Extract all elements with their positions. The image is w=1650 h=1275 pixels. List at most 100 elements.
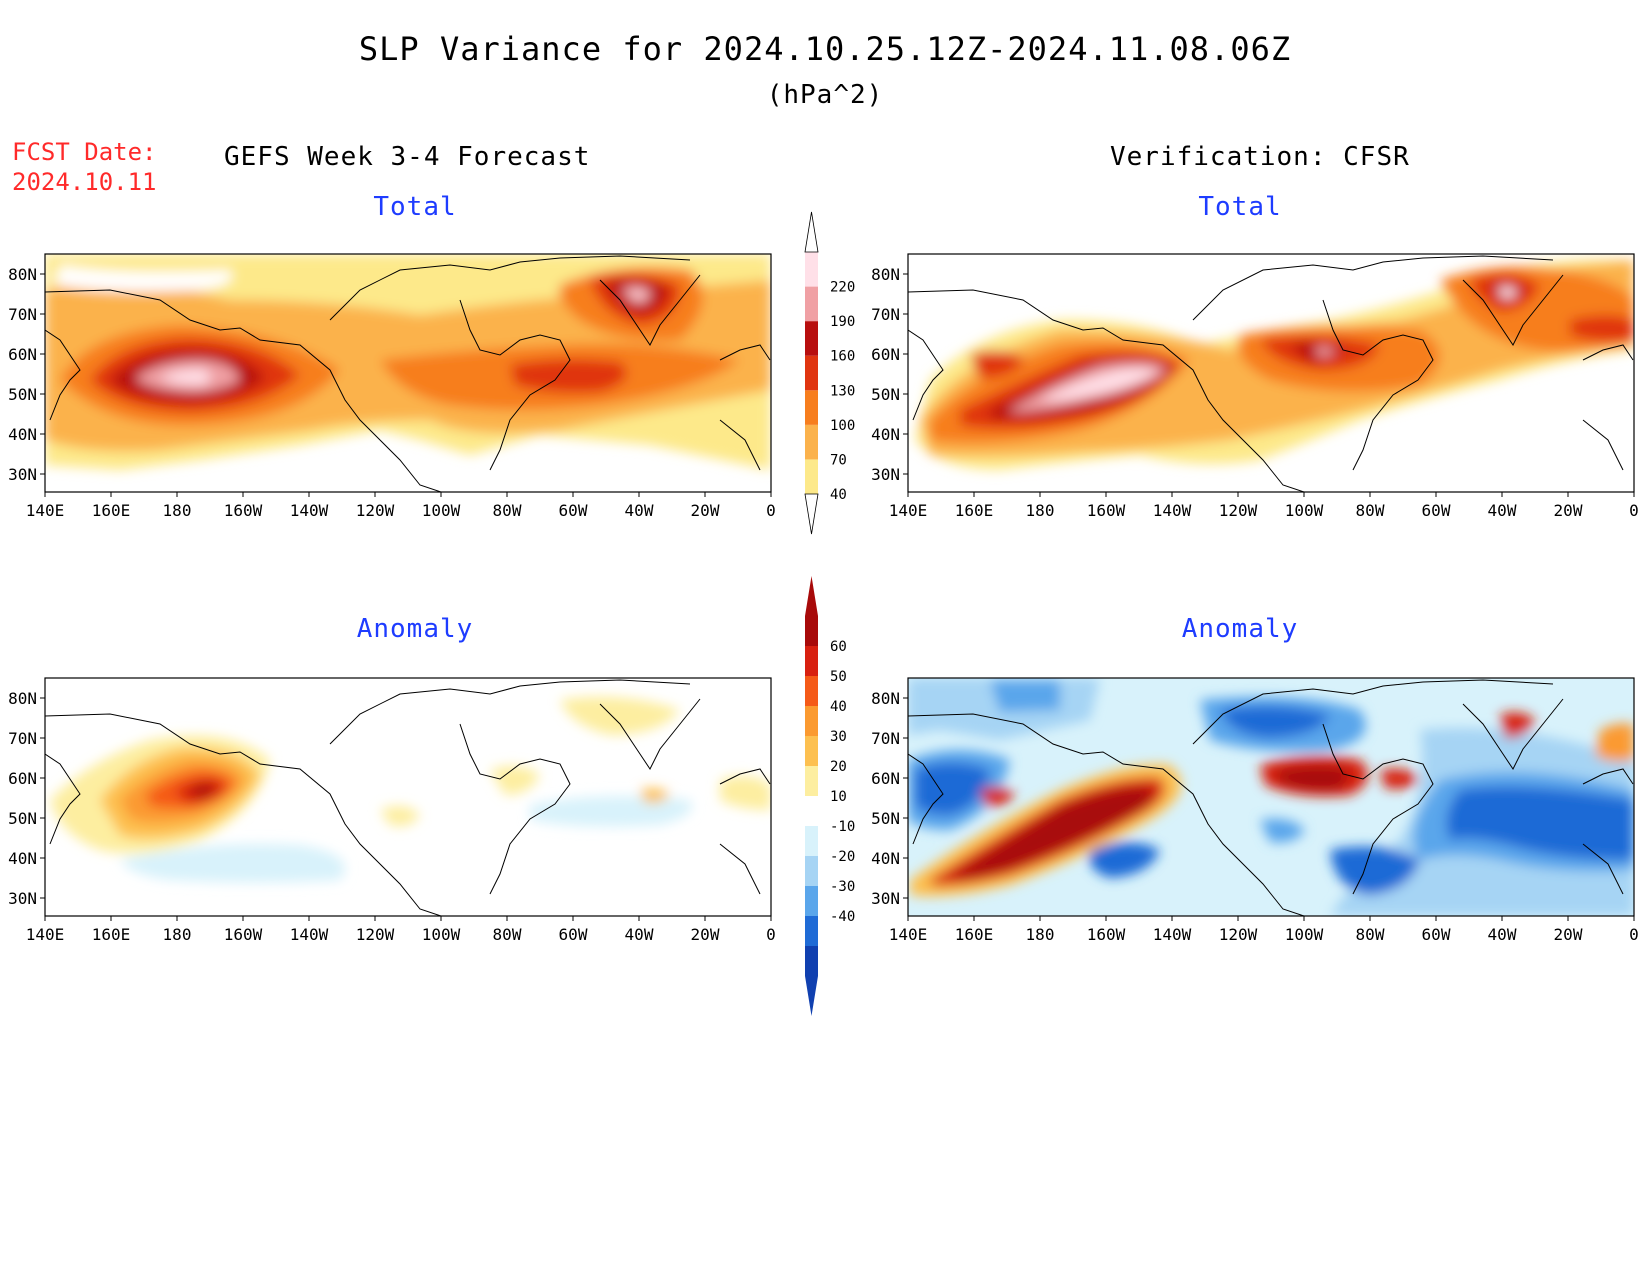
lat-tick-label: 80N [871, 265, 900, 284]
lon-tick-label: 120W [356, 501, 395, 520]
lon-tick-label: 140E [889, 501, 928, 520]
lon-tick-label: 20W [1554, 925, 1583, 944]
lon-tick-label: 60W [559, 925, 588, 944]
lon-tick-label: 80W [1356, 925, 1385, 944]
lon-tick-label: 180 [1026, 501, 1055, 520]
colorbar-label: 20 [830, 759, 847, 775]
colorbar-segment [805, 252, 818, 287]
lon-tick-label: 160E [92, 925, 131, 944]
lon-tick-label: 180 [163, 925, 192, 944]
lon-tick-label: 80W [1356, 501, 1385, 520]
lon-tick-label: 80W [493, 501, 522, 520]
colorbar-segment [805, 676, 818, 706]
lat-tick-label: 50N [8, 385, 37, 404]
colorbar-label: 60 [830, 639, 847, 655]
lon-tick-label: 160W [224, 925, 263, 944]
colorbar-segment [805, 424, 818, 460]
fcst-date-value: 2024.10.11 [12, 168, 157, 196]
lon-tick-label: 140W [290, 925, 329, 944]
colorbar-segment [805, 646, 818, 676]
colorbar-segment [805, 355, 818, 391]
colorbar-label: 100 [830, 418, 855, 434]
lon-tick-label: 160E [92, 501, 131, 520]
colorbar-segment [805, 459, 818, 494]
lat-tick-label: 30N [871, 889, 900, 908]
colorbar-label: 30 [830, 729, 847, 745]
lon-tick-label: 140E [26, 501, 65, 520]
colorbar-label: 40 [830, 487, 847, 503]
colorbar-segment [805, 826, 818, 856]
colorbar-segment [805, 321, 818, 356]
lon-tick-label: 160W [1087, 925, 1126, 944]
colorbar-label: 130 [830, 383, 855, 399]
lon-tick-label: 140W [1153, 925, 1192, 944]
forecast-total-map [44, 253, 772, 493]
verification-anomaly-title: Anomaly [1181, 614, 1299, 644]
lat-tick-label: 70N [871, 729, 900, 748]
lon-tick-label: 160E [955, 501, 994, 520]
colorbar-segment [805, 916, 818, 946]
lon-tick-label: 40W [625, 925, 654, 944]
colorbar-segment [805, 886, 818, 916]
lon-tick-label: 160E [955, 925, 994, 944]
lon-tick-label: 100W [422, 501, 461, 520]
lat-tick-label: 40N [871, 849, 900, 868]
forecast-title: GEFS Week 3-4 Forecast [224, 142, 591, 172]
lon-tick-label: 180 [163, 501, 192, 520]
forecast-total-title: Total [373, 192, 457, 222]
colorbar-label: -10 [830, 819, 855, 835]
lat-tick-label: 50N [871, 385, 900, 404]
colorbar-label: 70 [830, 452, 847, 468]
verification-title: Verification: CFSR [1110, 142, 1410, 172]
lon-tick-label: 140E [26, 925, 65, 944]
lat-tick-label: 70N [8, 305, 37, 324]
colorbar-segment [805, 616, 818, 646]
lat-tick-label: 60N [871, 345, 900, 364]
lat-tick-label: 80N [8, 265, 37, 284]
lat-tick-label: 80N [8, 689, 37, 708]
lon-tick-label: 100W [422, 925, 461, 944]
colorbar-segment [805, 390, 818, 425]
forecast-anomaly-title: Anomaly [356, 614, 474, 644]
lon-tick-label: 0 [1629, 925, 1639, 944]
colorbar-segment [805, 286, 818, 322]
colorbar-segment [805, 946, 818, 976]
colorbar-label: 10 [830, 789, 847, 805]
lat-tick-label: 70N [871, 305, 900, 324]
lon-tick-label: 40W [1488, 925, 1517, 944]
lat-tick-label: 40N [8, 425, 37, 444]
lat-tick-label: 80N [871, 689, 900, 708]
lat-tick-label: 50N [8, 809, 37, 828]
lon-tick-label: 20W [691, 925, 720, 944]
lon-tick-label: 0 [1629, 501, 1639, 520]
lat-tick-label: 60N [8, 769, 37, 788]
colorbar-label: -40 [830, 909, 855, 925]
lon-tick-label: 60W [1422, 925, 1451, 944]
chart-title: SLP Variance for 2024.10.25.12Z-2024.11.… [358, 30, 1292, 68]
lon-tick-label: 140W [290, 501, 329, 520]
colorbar-arrow-bottom [804, 493, 819, 535]
colorbar-label: -20 [830, 849, 855, 865]
colorbar-segment [805, 766, 818, 796]
lon-tick-label: 60W [559, 501, 588, 520]
lat-tick-label: 30N [8, 465, 37, 484]
colorbar-segment [805, 856, 818, 886]
lat-tick-label: 60N [8, 345, 37, 364]
colorbar-label: 220 [830, 280, 855, 296]
lat-tick-label: 30N [8, 889, 37, 908]
colorbar-segment [805, 736, 818, 766]
colorbar-segment [805, 796, 818, 826]
colorbar-label: 160 [830, 349, 855, 365]
units-label: (hPa^2) [766, 80, 884, 110]
colorbar-arrow-top [804, 211, 819, 253]
colorbar-arrow-bottom [805, 976, 818, 1016]
verification-total-map [907, 253, 1635, 493]
colorbar-label: 190 [830, 314, 855, 330]
forecast-anomaly-map [44, 677, 772, 917]
lon-tick-label: 120W [1219, 501, 1258, 520]
anomaly-colorbar: 60 50 40 30 20 10 -10 -20 -30 -40 [805, 576, 855, 1016]
lon-tick-label: 140E [889, 925, 928, 944]
lon-tick-label: 120W [1219, 925, 1258, 944]
lon-tick-label: 160W [1087, 501, 1126, 520]
